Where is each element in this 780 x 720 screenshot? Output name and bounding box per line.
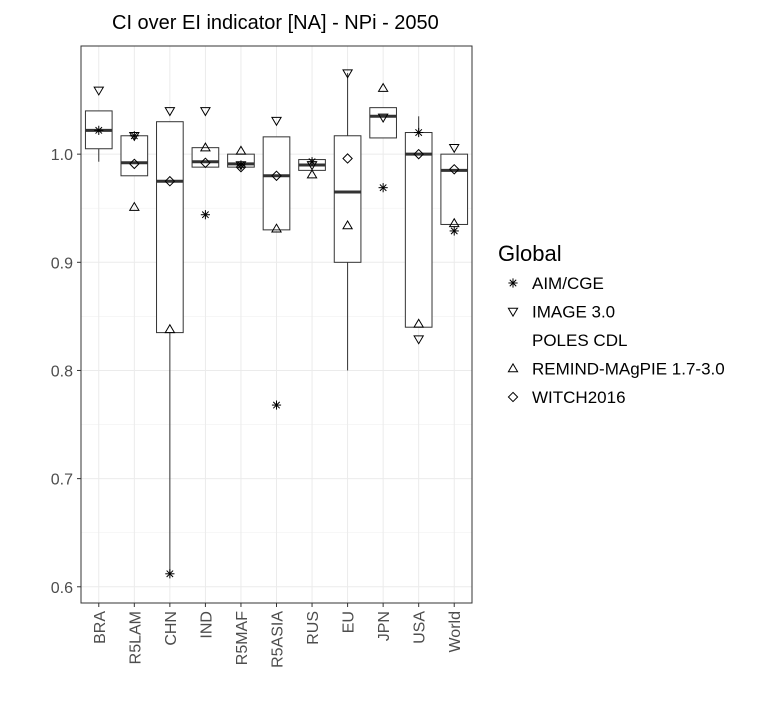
legend-label: POLES CDL [532, 331, 627, 350]
point-diamond [413, 148, 424, 160]
point-diamond [448, 163, 460, 175]
y-tick-label: 0.7 [51, 472, 73, 489]
point-triangle-down [413, 335, 425, 345]
x-tick-label: CHN [163, 611, 180, 646]
legend-key-diamond [507, 391, 519, 403]
point-diamond [235, 161, 247, 173]
point-asterisk [378, 183, 388, 193]
point-triangle-up [342, 219, 354, 230]
point-triangle-up [128, 201, 140, 211]
box-R5ASIA [262, 136, 291, 231]
point-triangle-up [199, 142, 211, 152]
x-tick-label: IND [198, 611, 215, 639]
point-triangle-up [448, 217, 460, 228]
x-tick-label: World [447, 611, 464, 653]
point-triangle-up [413, 318, 425, 328]
legend-title: Global [498, 241, 562, 266]
box-body [120, 135, 149, 177]
point-triangle-down [306, 161, 318, 171]
x-tick-label: USA [412, 611, 429, 644]
point-asterisk [449, 226, 459, 236]
legend-label: REMIND-MAgPIE 1.7-3.0 [532, 360, 725, 379]
x-tick-label: EU [341, 611, 358, 633]
legend-label: IMAGE 3.0 [532, 303, 615, 322]
x-axis: BRA R5LAM CHN IND R5MAF R5ASIA RUS EU JPN USA Worl… [92, 603, 464, 668]
box-EU [333, 73, 362, 371]
box-body [262, 136, 291, 231]
box-body [156, 121, 184, 334]
box-CHN [156, 121, 184, 574]
x-tick-label: R5LAM [127, 611, 144, 664]
point-triangle-down [235, 161, 247, 171]
point-diamond [342, 153, 353, 164]
box-body [333, 135, 362, 263]
x-tick-label: BRA [92, 611, 109, 644]
y-axis: 0.6 0.7 0.8 0.9 1.0 [51, 147, 81, 597]
point-asterisk [165, 569, 175, 579]
point-diamond [271, 170, 282, 182]
legend-key-triangle-down [507, 307, 519, 318]
point-diamond [200, 157, 211, 169]
box-World [440, 153, 469, 225]
legend: Global AIM/CGE IMAGE 3.0 POLES CDL REMIND-M… [498, 241, 725, 407]
chart-title: CI over EI indicator [NA] - NPi - 2050 [112, 12, 439, 34]
point-asterisk [414, 127, 424, 138]
x-tick-label: RUS [305, 611, 322, 645]
point-triangle-down [128, 132, 140, 142]
y-tick-label: 1.0 [51, 147, 73, 164]
box-USA [404, 116, 433, 328]
point-triangle-down [271, 116, 282, 127]
box-IND [191, 147, 220, 168]
point-asterisk [94, 125, 104, 135]
x-tick-label: R5MAF [234, 611, 251, 665]
data-points [93, 69, 460, 579]
point-diamond [164, 175, 176, 187]
y-tick-label: 0.6 [51, 580, 73, 597]
legend-key-triangle-up [507, 362, 519, 373]
point-asterisk [200, 210, 211, 220]
point-triangle-down [377, 113, 389, 123]
box-R5LAM [120, 135, 149, 177]
box-body [440, 153, 469, 225]
point-triangle-up [306, 169, 318, 179]
legend-key-asterisk [508, 278, 518, 288]
box-body [404, 132, 433, 328]
point-triangle-down [342, 69, 354, 79]
box-JPN [369, 107, 397, 139]
point-triangle-up [377, 82, 389, 92]
x-tick-label: R5ASIA [270, 611, 287, 668]
legend-label: WITCH2016 [532, 388, 626, 407]
y-tick-label: 0.9 [51, 255, 73, 272]
legend-label: AIM/CGE [532, 274, 604, 293]
point-triangle-down [448, 143, 460, 154]
x-tick-label: JPN [376, 611, 393, 641]
point-triangle-down [164, 107, 176, 117]
point-triangle-up [164, 323, 176, 334]
point-triangle-down [93, 86, 105, 96]
point-asterisk [271, 400, 282, 410]
point-triangle-down [199, 107, 211, 117]
point-diamond [129, 158, 140, 170]
point-triangle-up [271, 223, 282, 233]
point-triangle-up [235, 145, 247, 155]
y-tick-label: 0.8 [51, 363, 73, 380]
box-body [369, 107, 397, 139]
